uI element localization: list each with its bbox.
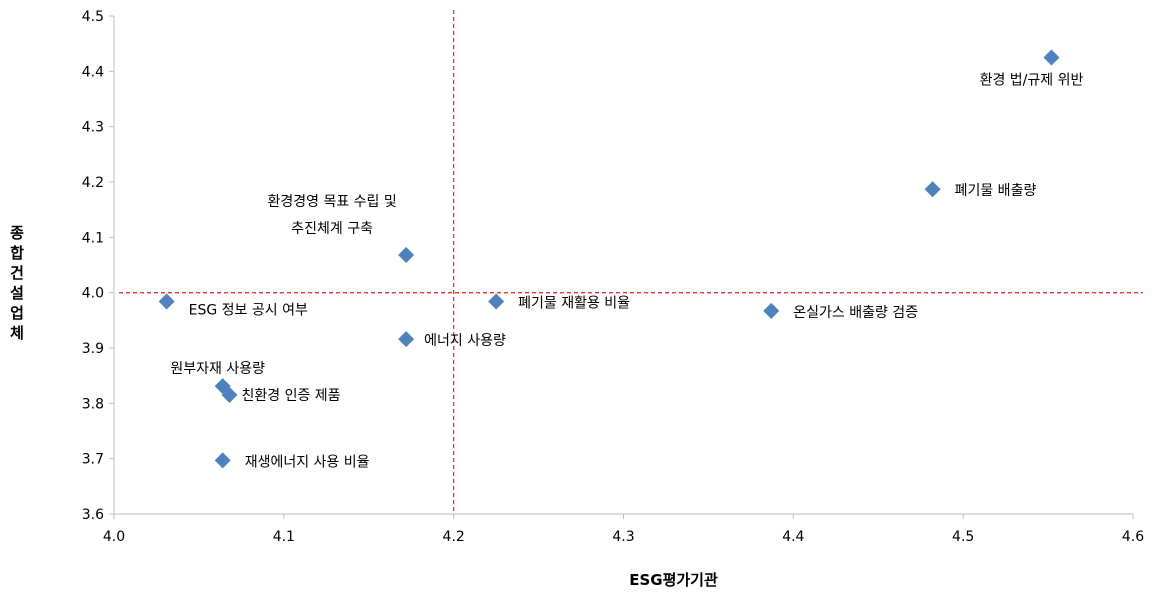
y-tick-label: 4.4 bbox=[82, 64, 104, 80]
y-axis-title-char: 합 bbox=[10, 244, 24, 262]
x-axis-title: ESG평가기관 bbox=[629, 571, 718, 589]
y-tick-label: 4.3 bbox=[82, 120, 104, 136]
point-marker bbox=[214, 452, 231, 469]
y-axis-title-char: 종 bbox=[10, 224, 24, 242]
point-label: 온실가스 배출량 검증 bbox=[793, 305, 918, 321]
y-tick-label: 4.5 bbox=[82, 9, 104, 25]
y-tick-label: 3.8 bbox=[82, 396, 104, 412]
y-tick-label: 4.0 bbox=[82, 286, 104, 302]
point-marker bbox=[1043, 49, 1060, 66]
point-marker bbox=[221, 387, 238, 404]
y-tick-label: 3.7 bbox=[82, 452, 104, 468]
point-marker bbox=[398, 247, 415, 264]
y-axis-title-char: 업 bbox=[10, 304, 24, 322]
point-label: 폐기물 배출량 bbox=[955, 183, 1037, 199]
y-tick-label: 4.1 bbox=[82, 230, 104, 246]
x-tick-label: 4.4 bbox=[782, 529, 804, 545]
data-points bbox=[158, 49, 1060, 469]
y-tick-label: 3.6 bbox=[82, 507, 104, 523]
y-axis-title-char: 체 bbox=[10, 324, 24, 342]
x-tick-label: 4.0 bbox=[103, 529, 125, 545]
axes bbox=[113, 16, 1133, 515]
point-label: 친환경 인증 제품 bbox=[241, 388, 340, 404]
x-ticks: 4.0 4.1 4.2 4.3 4.4 4.5 4.6 bbox=[103, 514, 1144, 545]
point-marker bbox=[158, 293, 175, 310]
x-tick-label: 4.5 bbox=[952, 529, 974, 545]
reference-lines bbox=[119, 10, 1143, 514]
point-marker bbox=[763, 302, 780, 319]
point-label: ESG 정보 공시 여부 bbox=[189, 303, 308, 319]
y-axis-title-char: 설 bbox=[10, 284, 24, 302]
point-label: 폐기물 재활용 비율 bbox=[518, 296, 630, 312]
point-marker bbox=[924, 181, 941, 198]
point-label-line: 추진체계 구축 bbox=[291, 221, 373, 237]
y-tick-label: 4.2 bbox=[82, 175, 104, 191]
point-label: 재생에너지 사용 비율 bbox=[245, 454, 370, 470]
point-label: 원부자재 사용량 bbox=[170, 361, 265, 377]
x-tick-label: 4.3 bbox=[612, 529, 634, 545]
y-ticks: 3.6 3.7 3.8 3.9 4.0 4.1 4.2 4.3 4.4 4.5 bbox=[82, 9, 114, 523]
point-label: 에너지 사용량 bbox=[424, 333, 506, 349]
point-marker bbox=[398, 331, 415, 348]
point-marker bbox=[488, 293, 505, 310]
x-tick-label: 4.1 bbox=[273, 529, 295, 545]
y-tick-label: 3.9 bbox=[82, 341, 104, 357]
point-label: 환경 법/규제 위반 bbox=[980, 73, 1084, 89]
x-tick-label: 4.6 bbox=[1122, 529, 1144, 545]
x-tick-label: 4.2 bbox=[443, 529, 465, 545]
y-axis-title-char: 건 bbox=[10, 264, 24, 282]
point-label-line: 환경경영 목표 수립 및 bbox=[267, 194, 396, 210]
